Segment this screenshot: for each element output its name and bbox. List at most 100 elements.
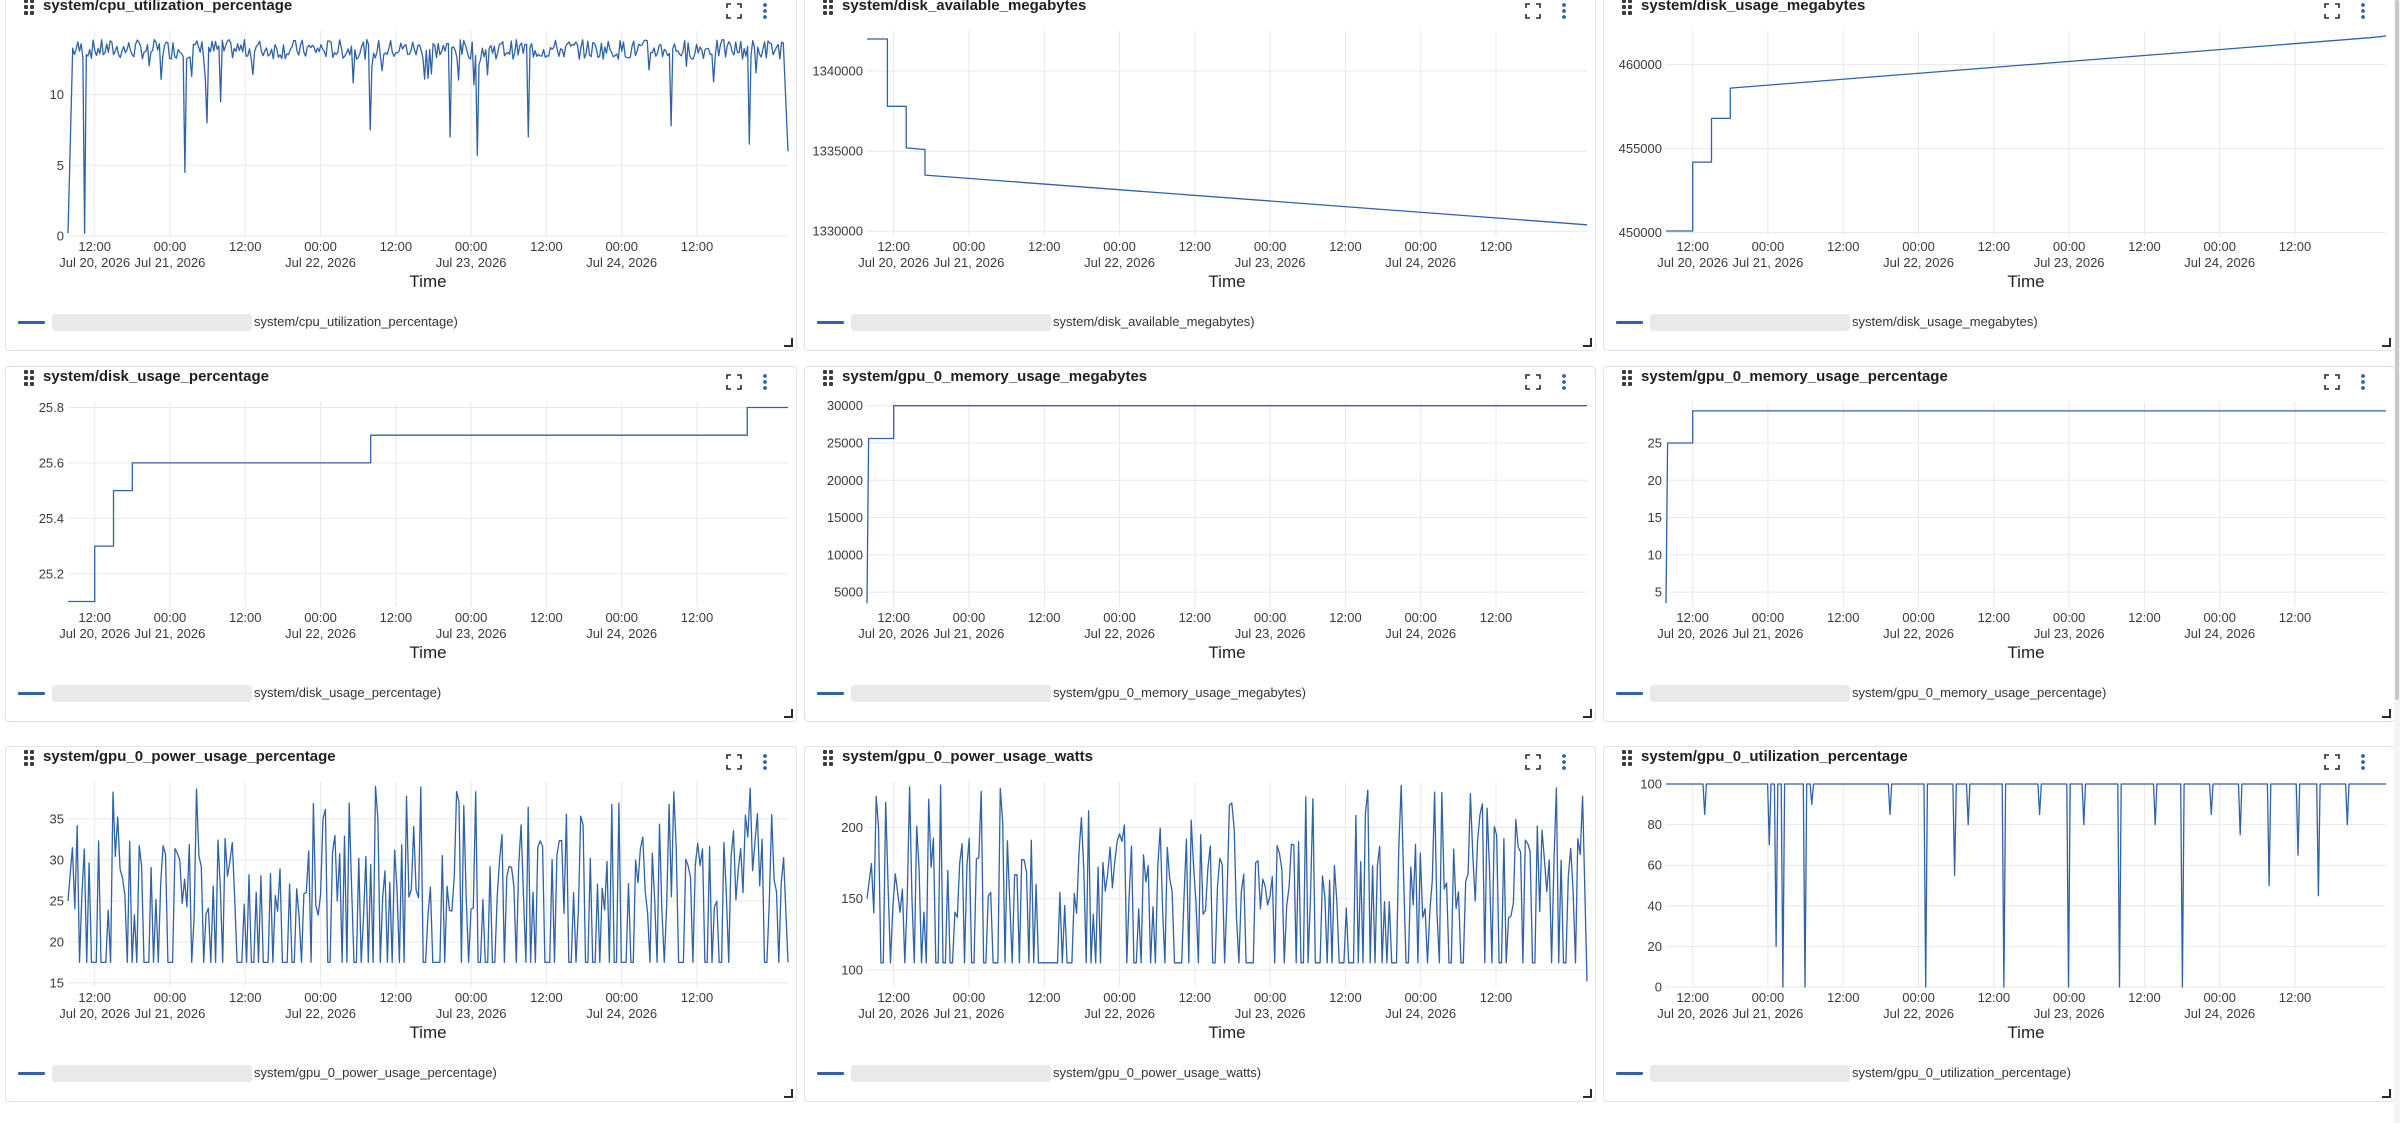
x-tick-label: 00:00	[1254, 990, 1287, 1005]
x-tick-date-label: Jul 20, 2026	[858, 626, 929, 641]
fullscreen-icon[interactable]	[2323, 373, 2341, 391]
x-axis-title: Time	[2007, 1023, 2044, 1042]
fullscreen-icon[interactable]	[1524, 753, 1542, 771]
chart-legend[interactable]: system/gpu_0_power_usage_percentage)	[18, 1063, 778, 1083]
chart-legend[interactable]: system/disk_usage_percentage)	[18, 683, 778, 703]
legend-label: system/gpu_0_power_usage_watts)	[1053, 1065, 1261, 1080]
more-options-icon[interactable]	[758, 753, 772, 771]
x-tick-label: 12:00	[2279, 990, 2312, 1005]
chart-legend[interactable]: system/gpu_0_memory_usage_megabytes)	[817, 683, 1577, 703]
more-options-icon[interactable]	[2356, 753, 2370, 771]
redacted-run-name	[851, 685, 1051, 702]
fullscreen-icon[interactable]	[725, 753, 743, 771]
chart-legend[interactable]: system/disk_available_megabytes)	[817, 312, 1577, 332]
fullscreen-icon[interactable]	[725, 2, 743, 20]
drag-handle-icon[interactable]	[1622, 0, 1634, 15]
x-tick-label: 00:00	[2203, 610, 2236, 625]
drag-handle-icon[interactable]	[1622, 750, 1634, 766]
redacted-run-name	[1650, 685, 1850, 702]
x-tick-label: 00:00	[1103, 239, 1136, 254]
fullscreen-icon[interactable]	[1524, 373, 1542, 391]
y-tick-label: 10000	[827, 547, 863, 562]
more-options-icon[interactable]	[2356, 373, 2370, 391]
resize-handle-icon[interactable]	[2382, 709, 2391, 718]
resize-handle-icon[interactable]	[1583, 338, 1592, 347]
fullscreen-icon[interactable]	[725, 373, 743, 391]
more-options-icon[interactable]	[758, 373, 772, 391]
x-tick-label: 12:00	[78, 239, 111, 254]
chart-legend[interactable]: system/gpu_0_power_usage_watts)	[817, 1063, 1577, 1083]
x-tick-label: 12:00	[2128, 990, 2161, 1005]
chart-legend[interactable]: system/gpu_0_utilization_percentage)	[1616, 1063, 2376, 1083]
x-tick-label: 00:00	[2203, 990, 2236, 1005]
chart-title: system/disk_usage_megabytes	[1641, 0, 1866, 14]
y-tick-label: 15	[1648, 510, 1662, 525]
drag-handle-icon[interactable]	[24, 370, 36, 386]
redacted-run-name	[1650, 314, 1850, 331]
x-tick-label: 12:00	[1676, 990, 1709, 1005]
x-tick-label: 00:00	[605, 610, 638, 625]
chart-title: system/disk_usage_percentage	[43, 368, 269, 385]
resize-handle-icon[interactable]	[1583, 709, 1592, 718]
resize-handle-icon[interactable]	[784, 338, 793, 347]
drag-handle-icon[interactable]	[1622, 370, 1634, 386]
y-tick-label: 35	[50, 811, 64, 826]
fullscreen-icon[interactable]	[2323, 2, 2341, 20]
x-tick-date-label: Jul 24, 2026	[586, 255, 657, 270]
chart-legend[interactable]: system/gpu_0_memory_usage_percentage)	[1616, 683, 2376, 703]
x-tick-label: 12:00	[1179, 990, 1212, 1005]
x-tick-date-label: Jul 21, 2026	[1733, 626, 1804, 641]
y-tick-label: 20	[1648, 473, 1662, 488]
x-tick-label: 00:00	[953, 990, 986, 1005]
redacted-run-name	[52, 314, 252, 331]
redacted-run-name	[52, 685, 252, 702]
x-tick-date-label: Jul 23, 2026	[436, 255, 507, 270]
legend-paren: )	[436, 685, 442, 700]
y-tick-label: 20000	[827, 473, 863, 488]
y-tick-label: 100	[841, 962, 863, 977]
more-options-icon[interactable]	[1557, 2, 1571, 20]
legend-swatch	[817, 692, 844, 695]
fullscreen-icon[interactable]	[1524, 2, 1542, 20]
x-tick-label: 00:00	[154, 610, 187, 625]
drag-handle-icon[interactable]	[823, 370, 835, 386]
drag-handle-icon[interactable]	[24, 750, 36, 766]
more-options-icon[interactable]	[1557, 373, 1571, 391]
x-tick-label: 00:00	[154, 990, 187, 1005]
legend-swatch	[817, 1072, 844, 1075]
y-tick-label: 20	[50, 934, 64, 949]
page-scrollbar[interactable]	[2394, 0, 2400, 1123]
drag-handle-icon[interactable]	[24, 0, 36, 15]
resize-handle-icon[interactable]	[784, 709, 793, 718]
chart-title: system/gpu_0_utilization_percentage	[1641, 748, 1908, 765]
x-tick-date-label: Jul 20, 2026	[59, 1006, 130, 1021]
legend-label: system/gpu_0_utilization_percentage)	[1852, 1065, 2071, 1080]
x-tick-label: 12:00	[1329, 239, 1362, 254]
resize-handle-icon[interactable]	[784, 1089, 793, 1098]
resize-handle-icon[interactable]	[2382, 1089, 2391, 1098]
chart-legend[interactable]: system/cpu_utilization_percentage)	[18, 312, 778, 332]
more-options-icon[interactable]	[1557, 753, 1571, 771]
legend-metric-name: system/cpu_utilization_percentage	[254, 314, 454, 329]
chart-panel: system/disk_usage_percentage 12:00 Jul 20,…	[5, 366, 797, 722]
page-scrollbar-thumb[interactable]	[2395, 0, 2399, 700]
x-axis-title: Time	[1208, 643, 1245, 662]
fullscreen-icon[interactable]	[2323, 753, 2341, 771]
more-options-icon[interactable]	[758, 2, 772, 20]
drag-handle-icon[interactable]	[823, 750, 835, 766]
resize-handle-icon[interactable]	[2382, 338, 2391, 347]
more-options-icon[interactable]	[2356, 2, 2370, 20]
x-axis-title: Time	[2007, 643, 2044, 662]
chart-panel: system/gpu_0_power_usage_watts 12:00 Jul 2…	[804, 746, 1596, 1102]
x-tick-label: 12:00	[530, 990, 563, 1005]
drag-handle-icon[interactable]	[823, 0, 835, 15]
x-tick-label: 12:00	[2279, 239, 2312, 254]
chart-title: system/gpu_0_memory_usage_percentage	[1641, 368, 1948, 385]
x-tick-date-label: Jul 23, 2026	[2034, 1006, 2105, 1021]
resize-handle-icon[interactable]	[1583, 1089, 1592, 1098]
chart-legend[interactable]: system/disk_usage_megabytes)	[1616, 312, 2376, 332]
redacted-run-name	[1650, 1065, 1850, 1082]
x-tick-date-label: Jul 20, 2026	[858, 1006, 929, 1021]
x-tick-label: 12:00	[1028, 239, 1061, 254]
